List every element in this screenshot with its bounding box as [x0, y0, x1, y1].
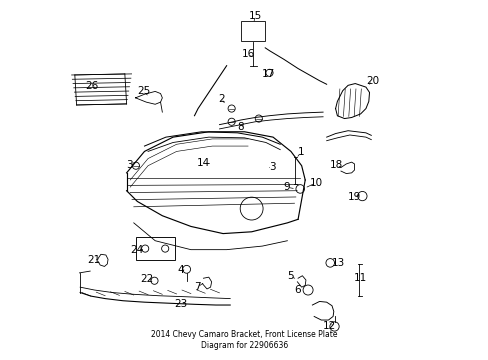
Text: 25: 25	[137, 86, 150, 96]
Text: 2: 2	[218, 94, 224, 104]
Text: 12: 12	[322, 321, 335, 332]
Text: 11: 11	[353, 273, 366, 283]
Text: 3: 3	[268, 162, 275, 172]
Text: 18: 18	[329, 160, 343, 170]
Text: 19: 19	[347, 192, 361, 202]
Text: 15: 15	[248, 11, 261, 21]
Text: 24: 24	[130, 245, 143, 255]
Text: 20: 20	[365, 76, 378, 86]
Text: 23: 23	[174, 299, 187, 309]
Text: 26: 26	[85, 81, 98, 91]
Text: 7: 7	[194, 282, 200, 292]
Text: 4: 4	[177, 265, 184, 275]
Text: 14: 14	[196, 158, 210, 168]
Text: 2014 Chevy Camaro Bracket, Front License Plate
Diagram for 22906636: 2014 Chevy Camaro Bracket, Front License…	[151, 330, 337, 350]
Text: 10: 10	[309, 178, 322, 188]
Text: 16: 16	[241, 49, 254, 59]
Text: 21: 21	[87, 255, 100, 265]
Bar	[135, 237, 175, 260]
Text: 13: 13	[331, 258, 344, 268]
Bar	[241, 21, 264, 41]
Text: 6: 6	[293, 285, 300, 295]
Text: 1: 1	[297, 147, 304, 157]
Text: 9: 9	[283, 182, 289, 192]
Text: 22: 22	[141, 274, 154, 284]
Text: 5: 5	[286, 271, 293, 282]
Text: 3: 3	[126, 160, 133, 170]
Text: 8: 8	[236, 122, 243, 132]
Text: 17: 17	[262, 68, 275, 78]
